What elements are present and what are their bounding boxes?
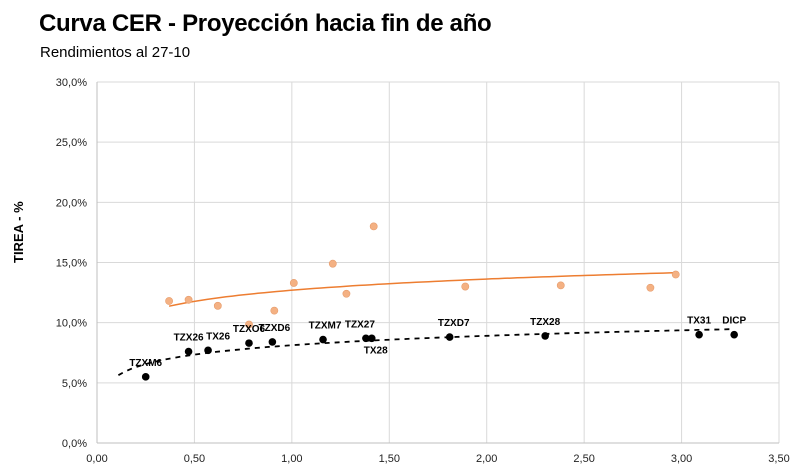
- projection-point: [369, 222, 378, 231]
- projection-point: [556, 281, 565, 290]
- data-points: [141, 222, 738, 381]
- current-point: [541, 332, 549, 340]
- projection-point: [270, 306, 279, 315]
- current-point: [445, 333, 454, 341]
- current-point: [319, 335, 327, 344]
- x-tick-label: 1,00: [281, 453, 302, 465]
- y-tick-label: 0,0%: [62, 438, 87, 450]
- current-trendline: [117, 328, 735, 376]
- y-tick-label: 30,0%: [56, 77, 87, 89]
- y-tick-label: 10,0%: [56, 318, 87, 330]
- current-point: [695, 330, 703, 339]
- x-tick-label: 1,50: [379, 453, 400, 465]
- point-label: DICP: [722, 316, 746, 327]
- grid: [97, 81, 780, 443]
- projection-point: [328, 259, 337, 268]
- projection-point: [671, 270, 680, 279]
- axes: 0,00 0,50 1,00 1,50 2,00 2,50 3,00 3,50 0,0% 5,0%…: [56, 77, 790, 465]
- current-point: [245, 339, 253, 347]
- y-tick-label: 15,0%: [56, 258, 87, 270]
- x-tick-label: 2,50: [573, 453, 594, 465]
- current-point: [362, 334, 370, 343]
- x-tick-label: 3,50: [768, 453, 789, 465]
- current-point: [268, 338, 277, 346]
- y-tick-label: 25,0%: [56, 137, 87, 149]
- point-label: TZXM7: [309, 321, 342, 332]
- point-label: TX28: [364, 345, 388, 356]
- x-tick-label: 0,50: [184, 453, 205, 465]
- point-label: TZXM6: [129, 358, 162, 369]
- y-tick-label: 5,0%: [62, 378, 87, 390]
- point-label: TZX27: [345, 319, 375, 330]
- projection-point: [646, 283, 655, 292]
- point-label: TZXO6: [233, 324, 266, 335]
- projection-point: [289, 279, 298, 287]
- chart-title: Curva CER - Proyección hacia fin de año: [39, 10, 492, 37]
- trendlines: [117, 271, 735, 376]
- current-point: [367, 334, 376, 343]
- chart-subtitle: Rendimientos al 27-10: [40, 44, 191, 61]
- current-point: [141, 373, 150, 381]
- point-label: TZX26: [174, 333, 204, 344]
- point-label: TZX28: [530, 317, 560, 328]
- x-tick-label: 3,00: [671, 453, 692, 465]
- current-point: [730, 330, 738, 339]
- x-tick-label: 2,00: [476, 453, 497, 465]
- current-point: [184, 347, 193, 356]
- y-tick-label: 20,0%: [56, 197, 87, 209]
- current-point: [204, 346, 212, 355]
- projection-point: [342, 289, 351, 298]
- x-tick-label: 0,00: [86, 453, 107, 465]
- point-label: TX26: [206, 331, 230, 342]
- point-label: TZXD6: [259, 323, 291, 334]
- projection-trendline: [168, 271, 676, 307]
- projection-point: [245, 320, 253, 329]
- point-label: TZXD7: [438, 318, 470, 329]
- projection-point: [165, 297, 173, 305]
- projection-point: [461, 282, 470, 291]
- projection-point: [184, 295, 193, 304]
- projection-point: [213, 301, 222, 310]
- point-label: TX31: [687, 316, 711, 327]
